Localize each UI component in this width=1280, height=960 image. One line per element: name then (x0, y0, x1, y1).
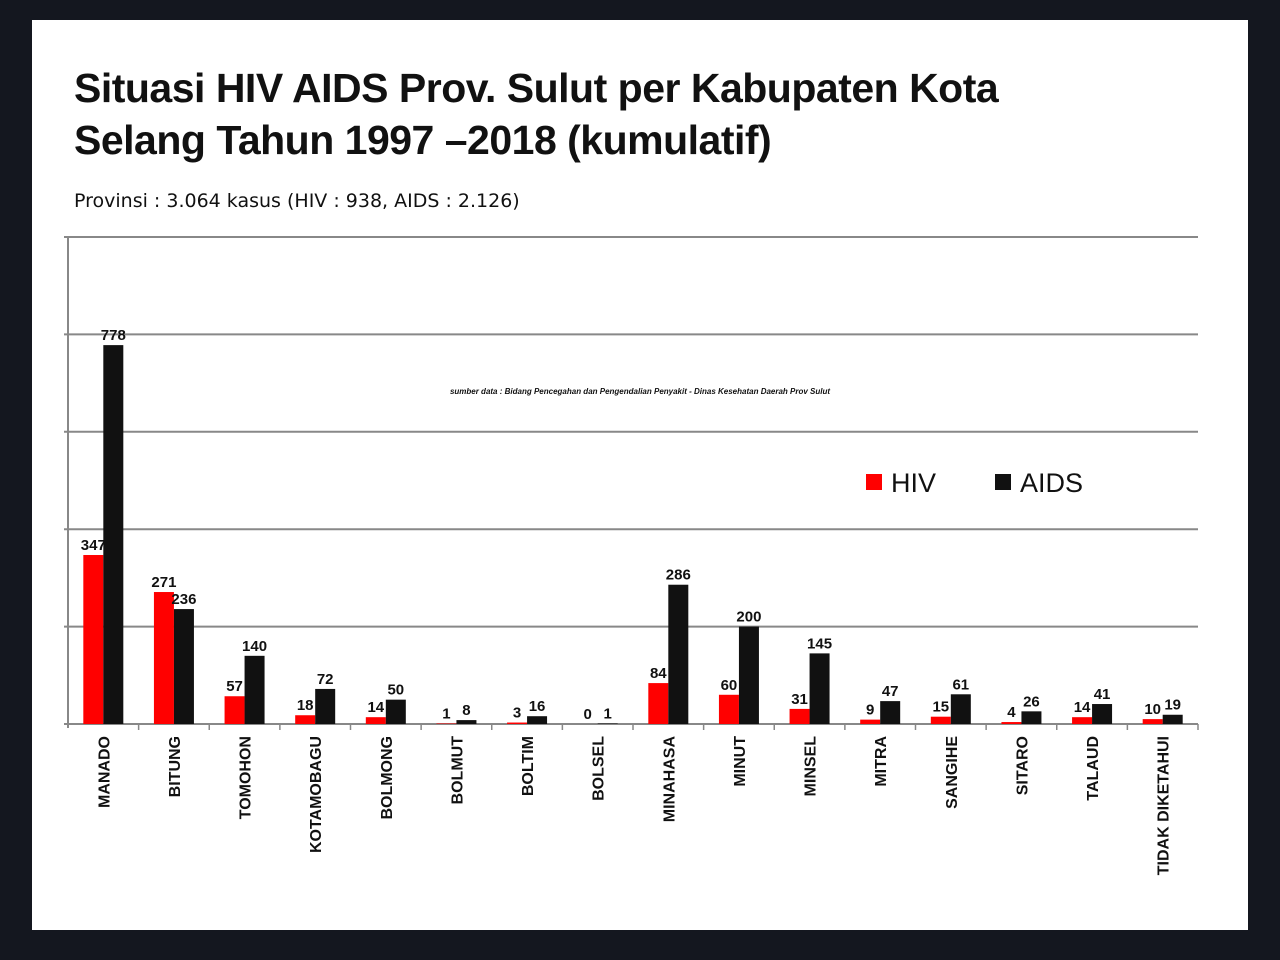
x-tick-label: TALAUD (1085, 736, 1102, 801)
bar-aids (244, 655, 265, 724)
data-label: 18 (297, 697, 314, 714)
bar-hiv (507, 722, 528, 724)
bar-hiv (930, 716, 951, 724)
bar-aids (950, 694, 971, 724)
data-label: 145 (807, 635, 832, 652)
bar-hiv (153, 592, 174, 724)
data-label: 271 (151, 574, 176, 591)
data-label: 1 (604, 706, 612, 723)
data-label: 140 (242, 638, 267, 655)
bar-aids (1092, 704, 1113, 724)
x-tick-label: SITARO (1014, 736, 1031, 795)
data-label: 0 (584, 706, 592, 723)
bar-aids (456, 720, 477, 724)
bar-hiv (860, 719, 881, 724)
data-label: 19 (1164, 697, 1181, 714)
x-tick-label: BOLTIM (520, 736, 537, 796)
data-label: 60 (721, 677, 738, 694)
data-label: 57 (226, 678, 243, 695)
x-tick-label: BOLMUT (449, 736, 466, 805)
bar-aids (315, 688, 336, 724)
chart-title: Situasi HIV AIDS Prov. Sulut per Kabupat… (74, 65, 999, 163)
legend-swatch-aids (995, 474, 1011, 490)
bar-hiv (1072, 717, 1093, 724)
data-label: 347 (81, 537, 106, 554)
bar-aids (1162, 714, 1183, 724)
x-tick-label: BOLSEL (591, 736, 608, 801)
bar-aids (385, 699, 406, 724)
bar-hiv (648, 683, 669, 724)
data-label: 236 (171, 591, 196, 608)
data-label: 16 (529, 698, 546, 715)
data-label: 61 (952, 676, 969, 693)
data-label: 1 (442, 706, 450, 723)
source-note: sumber data : Bidang Pencegahan dan Peng… (450, 387, 830, 396)
bar-hiv (1142, 719, 1163, 724)
data-label: 10 (1144, 701, 1161, 718)
bar-aids (173, 609, 194, 724)
x-tick-label: BOLMONG (379, 736, 396, 820)
bar-aids (809, 653, 830, 724)
bar-hiv (365, 717, 386, 724)
bar-aids (527, 716, 548, 724)
bar-aids (738, 626, 759, 724)
x-tick-label: MINAHASA (661, 736, 678, 823)
x-tick-label: KOTAMOBAGU (308, 736, 325, 853)
bar-hiv (224, 696, 245, 724)
legend-label-aids: AIDS (1020, 468, 1083, 498)
x-tick-label: MINSEL (803, 736, 820, 797)
data-label: 14 (1074, 699, 1091, 716)
data-label: 3 (513, 705, 521, 722)
data-label: 72 (317, 671, 334, 688)
x-tick-label: TOMOHON (238, 736, 255, 819)
data-label: 50 (387, 682, 404, 699)
data-label: 286 (666, 567, 691, 584)
legend-label-hiv: HIV (891, 468, 936, 498)
bar-aids (103, 345, 124, 724)
data-label: 41 (1094, 686, 1111, 703)
x-tick-label: MANADO (96, 736, 113, 808)
x-tick-label: BITUNG (167, 736, 184, 797)
data-label: 200 (736, 609, 761, 626)
x-tick-label: TIDAK DIKETAHUI (1156, 736, 1173, 875)
data-label: 778 (101, 327, 126, 344)
data-label: 14 (367, 699, 384, 716)
bar-hiv (789, 708, 810, 724)
data-label: 47 (882, 683, 899, 700)
bar-hiv (1001, 722, 1022, 724)
chart-subtitle: Provinsi : 3.064 kasus (HIV : 938, AIDS … (74, 190, 520, 212)
bar-aids (880, 701, 901, 724)
bar-hiv (295, 715, 316, 724)
data-label: 9 (866, 702, 874, 719)
x-tick-label: MITRA (873, 736, 890, 787)
data-label: 8 (462, 702, 470, 719)
slide: Situasi HIV AIDS Prov. Sulut per Kabupat… (32, 20, 1248, 930)
data-label: 84 (650, 665, 667, 682)
data-label: 4 (1007, 704, 1016, 721)
data-label: 31 (791, 691, 808, 708)
data-label: 15 (932, 699, 949, 716)
bar-aids (668, 584, 689, 724)
x-tick-label: SANGIHE (944, 736, 961, 809)
x-tick-label: MINUT (732, 736, 749, 787)
bar-aids (1021, 711, 1042, 724)
bar-hiv (83, 555, 104, 724)
legend-swatch-hiv (866, 474, 882, 490)
bar-hiv (718, 694, 739, 724)
data-label: 26 (1023, 693, 1040, 710)
